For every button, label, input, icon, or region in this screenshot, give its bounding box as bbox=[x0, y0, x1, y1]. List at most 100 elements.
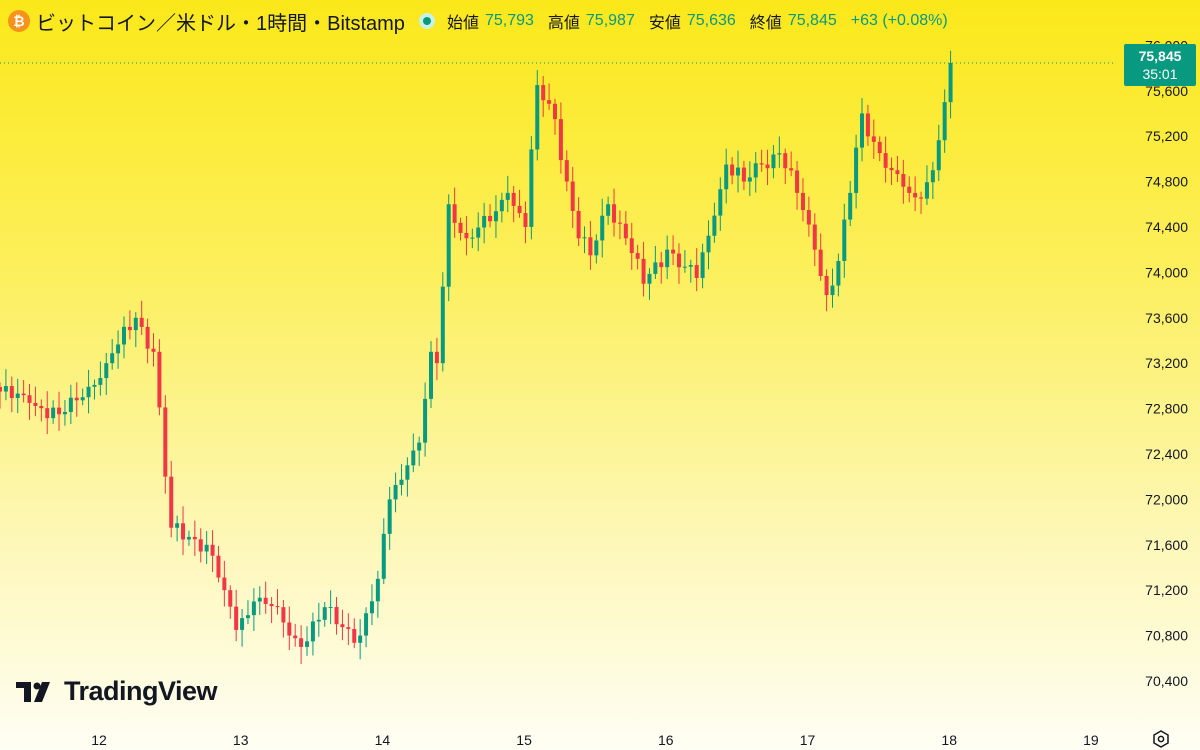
candle-body bbox=[470, 237, 475, 239]
candle-body bbox=[588, 237, 593, 256]
bitcoin-icon[interactable]: ₿ bbox=[8, 10, 30, 32]
price-tag-price: 75,845 bbox=[1139, 48, 1182, 64]
price-tick-label: 73,200 bbox=[1145, 355, 1188, 371]
candle-body bbox=[570, 181, 575, 211]
candle-body bbox=[375, 578, 380, 602]
candle-body bbox=[671, 249, 676, 254]
price-axis[interactable]: 70,400 70,800 71,200 71,600 72,000 72,400 72,8… bbox=[1145, 37, 1188, 689]
candle-body bbox=[387, 499, 392, 534]
candle-body bbox=[582, 237, 587, 239]
open-value: 75,793 bbox=[484, 12, 534, 29]
candle-body bbox=[617, 222, 622, 224]
price-tick-label: 73,600 bbox=[1145, 310, 1188, 326]
candle-body bbox=[659, 262, 664, 268]
tradingview-wordmark: TradingView bbox=[64, 676, 218, 706]
price-tick-label: 75,600 bbox=[1145, 83, 1188, 99]
candle-body bbox=[930, 170, 935, 183]
price-tick-label: 70,800 bbox=[1145, 628, 1188, 644]
open-label: 始値 bbox=[446, 15, 479, 32]
candle-body bbox=[535, 85, 540, 150]
candle-body bbox=[452, 204, 457, 223]
candle-body bbox=[80, 397, 85, 401]
candle-body bbox=[830, 285, 835, 296]
candle-body bbox=[322, 607, 327, 620]
candle-body bbox=[139, 317, 144, 327]
candle-body bbox=[39, 405, 44, 409]
candle-body bbox=[635, 253, 640, 259]
time-tick-label: 14 bbox=[375, 732, 391, 748]
candle-body bbox=[446, 204, 451, 287]
candle-body bbox=[883, 153, 888, 168]
candle-body bbox=[541, 85, 546, 101]
candle-body bbox=[641, 258, 646, 284]
price-tick-label: 72,000 bbox=[1145, 491, 1188, 507]
candle-body bbox=[15, 393, 20, 398]
candle-body bbox=[98, 378, 103, 385]
candle-body bbox=[429, 351, 434, 399]
candle-body bbox=[806, 210, 811, 225]
price-change: +63 (+0.08%) bbox=[850, 12, 948, 29]
candle-body bbox=[216, 555, 221, 578]
candle-body bbox=[558, 119, 563, 161]
candle-body bbox=[21, 393, 26, 396]
candle-body bbox=[198, 539, 203, 552]
candle-body bbox=[476, 227, 481, 238]
time-tick-label: 17 bbox=[800, 732, 816, 748]
candle-body bbox=[192, 536, 197, 540]
candle-body bbox=[305, 641, 310, 647]
high-value: 75,987 bbox=[585, 12, 635, 29]
settings-icon[interactable] bbox=[1151, 729, 1171, 749]
candle-body bbox=[865, 113, 870, 137]
candle-body bbox=[824, 275, 829, 296]
tradingview-logo-icon bbox=[16, 681, 50, 702]
candle-body bbox=[848, 192, 853, 220]
candle-body bbox=[741, 167, 746, 182]
candle-body bbox=[759, 163, 764, 165]
candle-body bbox=[482, 215, 487, 228]
candle-body bbox=[818, 249, 823, 276]
price-tick-label: 74,400 bbox=[1145, 219, 1188, 235]
candle-body bbox=[163, 407, 168, 477]
candle-body bbox=[505, 192, 510, 200]
price-tag-countdown: 35:01 bbox=[1142, 66, 1177, 82]
last-price-tag: 75,845 35:01 bbox=[1124, 44, 1196, 86]
candle-body bbox=[334, 606, 339, 625]
candle-body bbox=[877, 141, 882, 154]
candle-body bbox=[712, 215, 717, 236]
symbol-title[interactable]: ビットコイン／米ドル・1時間・Bitstamp bbox=[36, 12, 405, 35]
candle-body bbox=[777, 153, 782, 155]
candle-body bbox=[358, 635, 363, 643]
candle-body bbox=[45, 408, 50, 419]
candle-body bbox=[694, 265, 699, 279]
candle-body bbox=[116, 344, 121, 354]
candle-body bbox=[919, 197, 924, 199]
candle-body bbox=[92, 384, 97, 387]
candle-body bbox=[175, 523, 180, 528]
market-status-icon[interactable] bbox=[418, 13, 435, 29]
price-tick-label: 71,200 bbox=[1145, 582, 1188, 598]
candle-body bbox=[783, 153, 788, 169]
candle-body bbox=[86, 386, 91, 398]
candle-body bbox=[57, 407, 62, 415]
candle-body bbox=[700, 252, 705, 279]
candle-body bbox=[3, 386, 8, 392]
candle-body bbox=[234, 606, 239, 630]
tradingview-watermark[interactable]: TradingView bbox=[16, 676, 218, 707]
candle-body bbox=[753, 163, 758, 178]
candle-body bbox=[523, 213, 528, 227]
candle-body bbox=[228, 590, 233, 607]
candle-body bbox=[493, 211, 498, 222]
candle-body bbox=[381, 533, 386, 579]
candle-body bbox=[517, 205, 522, 214]
candle-body bbox=[736, 167, 741, 176]
chart-header: ₿ ビットコイン／米ドル・1時間・Bitstamp 始値 75,793 高値 7… bbox=[8, 8, 948, 35]
candle-body bbox=[240, 618, 245, 630]
candle-body bbox=[364, 613, 369, 636]
candle-body bbox=[564, 160, 569, 182]
candle-body bbox=[257, 597, 262, 602]
time-axis[interactable]: 12 13 14 15 16 17 18 19 bbox=[91, 732, 1099, 748]
candle-body bbox=[765, 164, 770, 169]
time-tick-label: 18 bbox=[941, 732, 957, 748]
candle-body bbox=[440, 286, 445, 364]
